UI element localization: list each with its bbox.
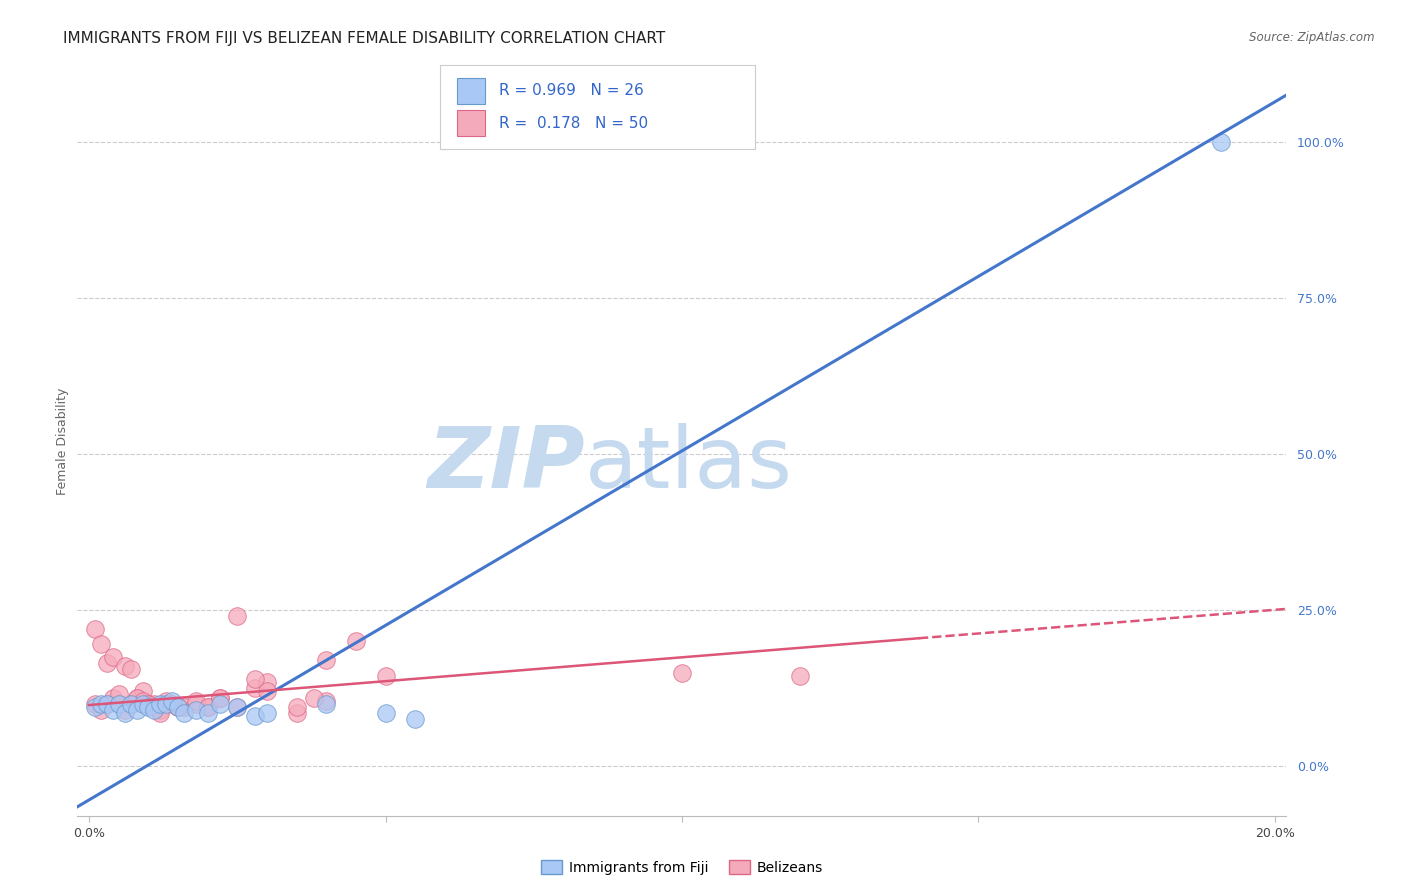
Point	[96, 697, 118, 711]
Point	[256, 706, 278, 721]
Point	[160, 694, 183, 708]
Point	[243, 681, 266, 696]
Point	[120, 697, 142, 711]
Point	[304, 690, 326, 705]
Point	[125, 703, 148, 717]
Point	[243, 709, 266, 723]
Point	[173, 699, 195, 714]
Point	[208, 690, 231, 705]
Point	[167, 699, 190, 714]
Text: R =  0.178   N = 50: R = 0.178 N = 50	[499, 116, 648, 130]
Point	[1211, 135, 1233, 149]
Point	[285, 699, 308, 714]
Point	[256, 684, 278, 698]
Point	[101, 690, 124, 705]
Point	[131, 697, 153, 711]
Point	[374, 706, 396, 721]
Point	[114, 659, 136, 673]
Point	[208, 690, 231, 705]
Y-axis label: Female Disability: Female Disability	[56, 388, 69, 495]
Point	[173, 706, 195, 721]
Point	[149, 703, 172, 717]
Point	[96, 657, 118, 671]
Point	[84, 697, 107, 711]
Point	[155, 697, 177, 711]
Point	[114, 703, 136, 717]
Point	[226, 609, 249, 624]
Point	[226, 699, 249, 714]
Point	[197, 706, 219, 721]
Point	[226, 699, 249, 714]
Point	[90, 637, 112, 651]
Point	[167, 699, 190, 714]
Point	[208, 697, 231, 711]
Point	[125, 690, 148, 705]
Point	[184, 694, 207, 708]
Point	[138, 699, 160, 714]
Point	[96, 697, 118, 711]
Point	[101, 703, 124, 717]
Point	[84, 622, 107, 636]
Point	[315, 694, 337, 708]
Point	[138, 697, 160, 711]
Point	[131, 694, 153, 708]
Point	[160, 697, 183, 711]
Point	[108, 697, 131, 711]
Point	[143, 703, 166, 717]
Point	[114, 706, 136, 721]
Point	[167, 699, 190, 714]
Text: atlas: atlas	[585, 423, 793, 506]
Point	[138, 697, 160, 711]
Point	[285, 706, 308, 721]
Text: IMMIGRANTS FROM FIJI VS BELIZEAN FEMALE DISABILITY CORRELATION CHART: IMMIGRANTS FROM FIJI VS BELIZEAN FEMALE …	[63, 31, 665, 46]
Point	[184, 697, 207, 711]
Point	[197, 699, 219, 714]
Point	[143, 697, 166, 711]
Legend: Immigrants from Fiji, Belizeans: Immigrants from Fiji, Belizeans	[536, 855, 828, 880]
Point	[155, 694, 177, 708]
Text: R = 0.969   N = 26: R = 0.969 N = 26	[499, 84, 644, 98]
Point	[374, 669, 396, 683]
Point	[143, 699, 166, 714]
Point	[101, 649, 124, 664]
Point	[197, 699, 219, 714]
Point	[131, 684, 153, 698]
Point	[125, 690, 148, 705]
Point	[90, 697, 112, 711]
Point	[108, 687, 131, 701]
Point	[256, 675, 278, 690]
Point	[90, 703, 112, 717]
Point	[149, 697, 172, 711]
Point	[789, 669, 811, 683]
Point	[84, 699, 107, 714]
Point	[243, 672, 266, 686]
Point	[404, 712, 426, 726]
Point	[120, 697, 142, 711]
Point	[120, 662, 142, 677]
Point	[108, 697, 131, 711]
Point	[149, 706, 172, 721]
Point	[344, 634, 367, 648]
Text: ZIP: ZIP	[427, 423, 585, 506]
Point	[671, 665, 693, 680]
Point	[315, 653, 337, 667]
Text: Source: ZipAtlas.com: Source: ZipAtlas.com	[1250, 31, 1375, 45]
Point	[184, 703, 207, 717]
Point	[315, 697, 337, 711]
